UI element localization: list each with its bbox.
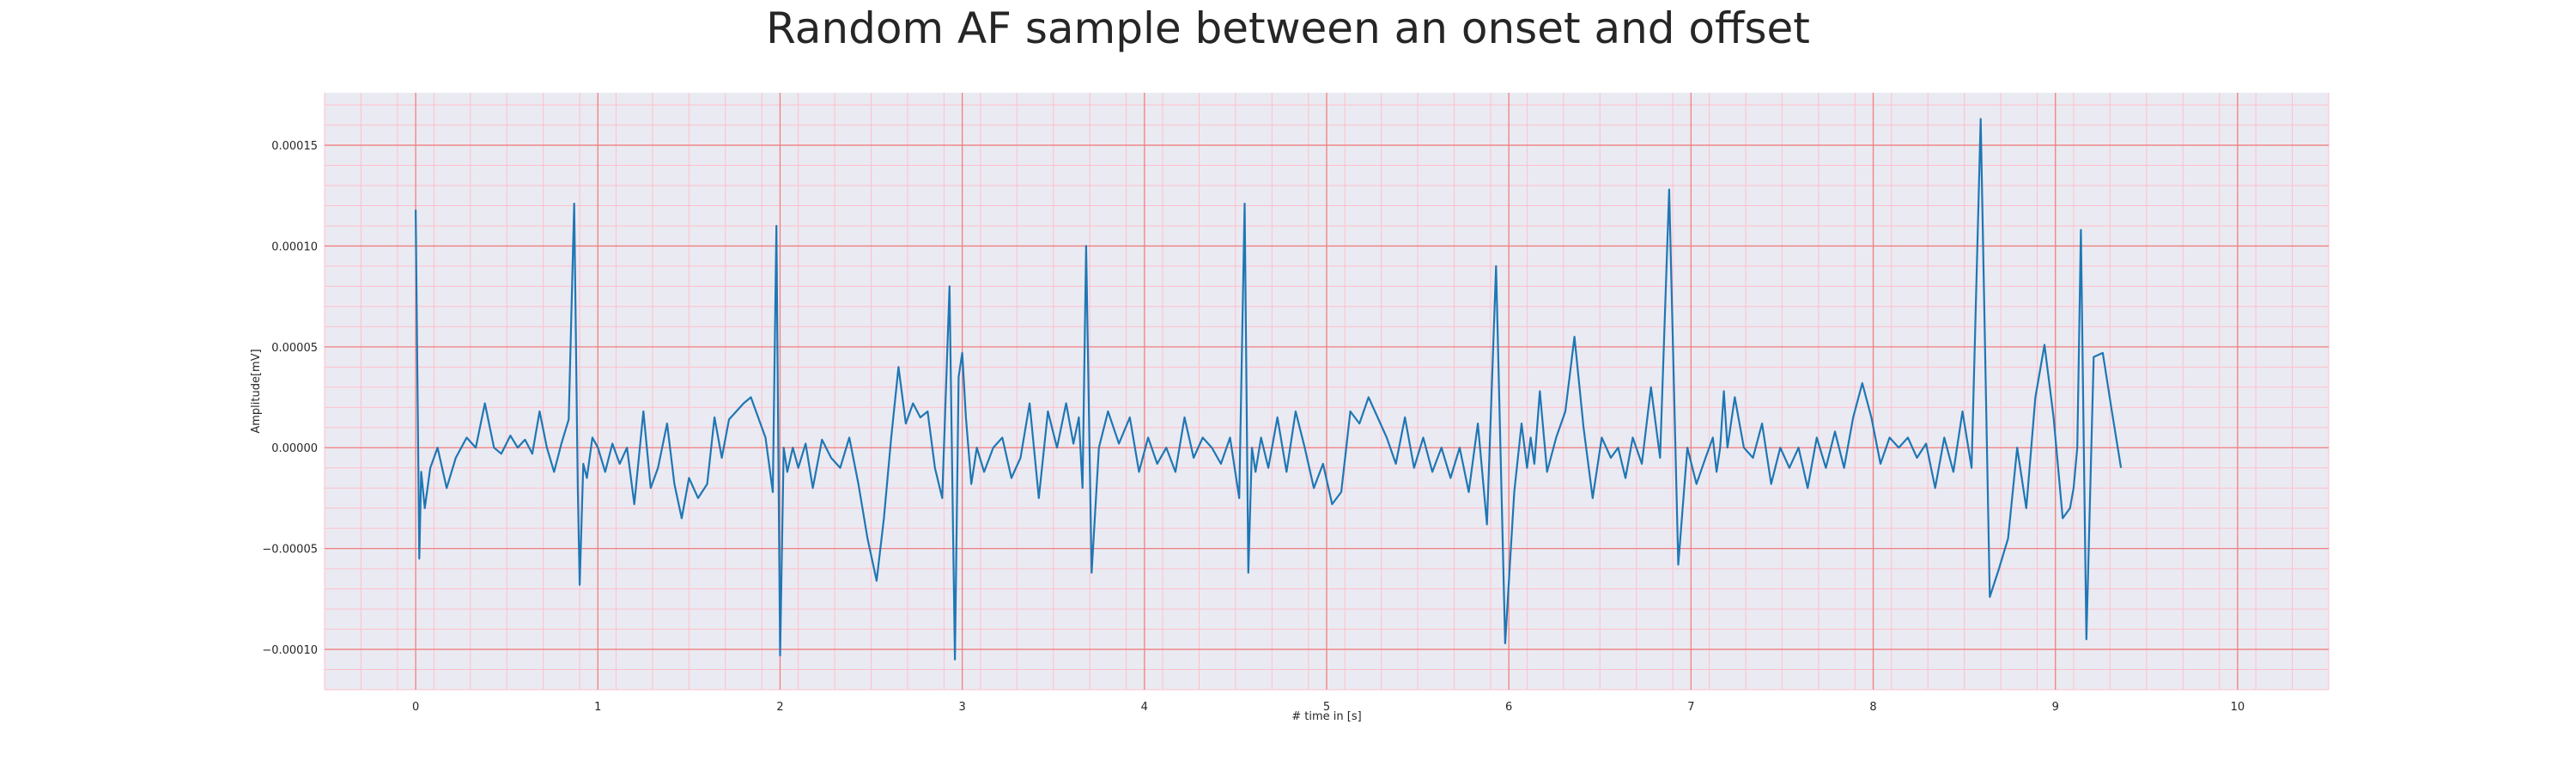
x-tick-label: 9 — [2052, 701, 2059, 714]
x-tick-label: 2 — [776, 701, 783, 714]
series-layer — [415, 118, 2123, 660]
y-tick-label: 0.00010 — [271, 240, 318, 253]
y-tick-label: 0.00000 — [271, 442, 318, 455]
x-tick-label: 6 — [1505, 701, 1512, 714]
x-tick-label: 10 — [2231, 701, 2245, 714]
x-tick-label: 3 — [958, 701, 965, 714]
x-tick-label: 8 — [1869, 701, 1876, 714]
chart-title: Random AF sample between an onset and of… — [766, 3, 1810, 53]
y-tick-label: 0.00015 — [271, 140, 318, 153]
y-axis-label: Amplitude[mV] — [250, 349, 263, 433]
series-line — [415, 118, 2123, 660]
x-axis-label: # time in [s] — [1291, 710, 1361, 723]
x-tick-label: 4 — [1141, 701, 1148, 714]
x-tick-label: 0 — [412, 701, 419, 714]
y-tick-label: −0.00010 — [262, 644, 318, 657]
grid — [324, 93, 2330, 691]
x-tick-label: 1 — [594, 701, 601, 714]
y-tick-label: 0.00005 — [271, 342, 318, 355]
y-tick-label: −0.00005 — [262, 544, 318, 557]
ticks: 0 1 2 3 4 5 6 7 8 9 10 −0.00010 −0.00005 0.00000 0.000… — [262, 140, 2245, 714]
x-tick-label: 7 — [1687, 701, 1694, 714]
x-tick-label: 5 — [1323, 701, 1330, 714]
